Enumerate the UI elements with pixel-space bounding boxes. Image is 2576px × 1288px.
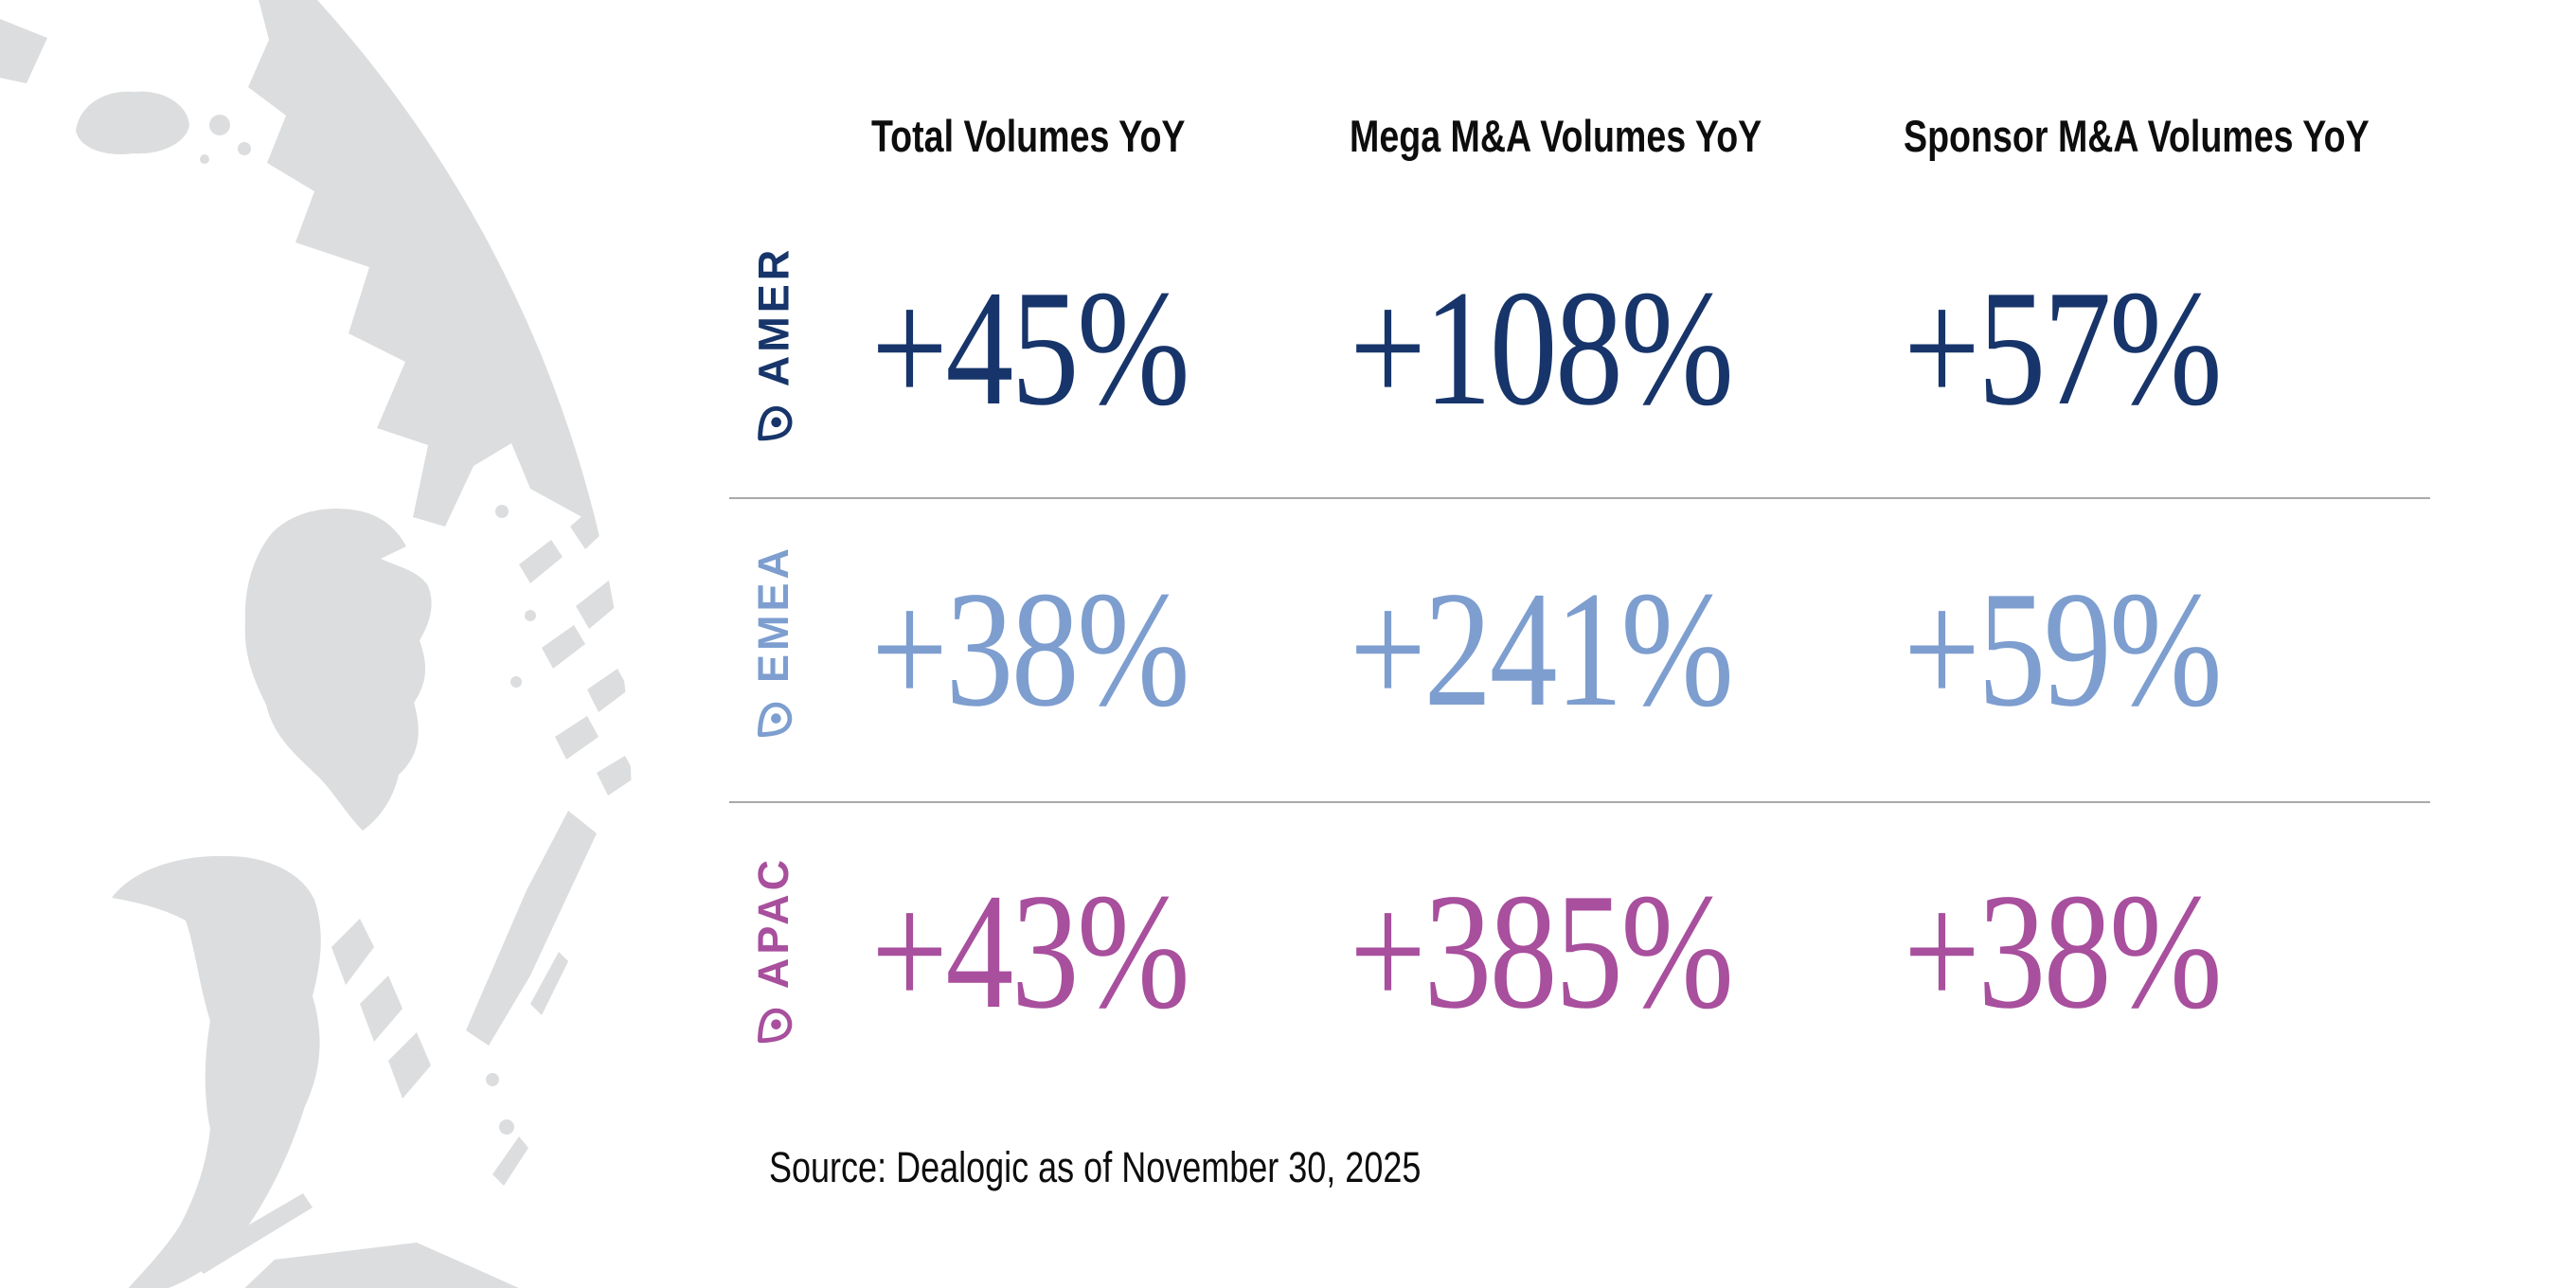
- region-name: APAC: [748, 855, 797, 990]
- region-label-group: EMEA: [747, 545, 798, 747]
- stat-emea-total-volumes: +38%: [871, 557, 1190, 741]
- location-pin-icon: [757, 702, 793, 738]
- row-divider: [729, 497, 2430, 499]
- column-header-total-volumes: Total Volumes YoY: [871, 111, 1186, 161]
- stat-apac-sponsor-ma-volumes: +38%: [1904, 859, 2223, 1043]
- location-pin-icon: [757, 405, 793, 441]
- source-note: Source: Dealogic as of November 30, 2025: [769, 1143, 1422, 1191]
- stat-apac-mega-ma-volumes: +385%: [1350, 859, 1734, 1043]
- row-divider: [729, 801, 2430, 803]
- world-globe-map: [0, 0, 632, 1288]
- region-label-amer: AMER: [724, 206, 822, 491]
- column-header-sponsor-ma-volumes: Sponsor M&A Volumes YoY: [1904, 111, 2370, 161]
- region-name: AMER: [748, 245, 797, 387]
- stat-apac-total-volumes: +43%: [871, 859, 1190, 1043]
- stat-amer-total-volumes: +45%: [871, 256, 1190, 439]
- region-label-apac: APAC: [724, 813, 822, 1097]
- stat-emea-sponsor-ma-volumes: +59%: [1904, 557, 2223, 741]
- location-pin-icon: [757, 1008, 793, 1044]
- region-label-group: AMER: [747, 246, 798, 452]
- column-header-mega-ma-volumes: Mega M&A Volumes YoY: [1350, 111, 1762, 161]
- region-name: EMEA: [748, 544, 797, 684]
- stat-emea-mega-ma-volumes: +241%: [1350, 557, 1734, 741]
- region-label-emea: EMEA: [724, 504, 822, 788]
- stat-amer-mega-ma-volumes: +108%: [1350, 256, 1734, 439]
- stat-amer-sponsor-ma-volumes: +57%: [1904, 256, 2223, 439]
- region-label-group: APAC: [747, 856, 798, 1053]
